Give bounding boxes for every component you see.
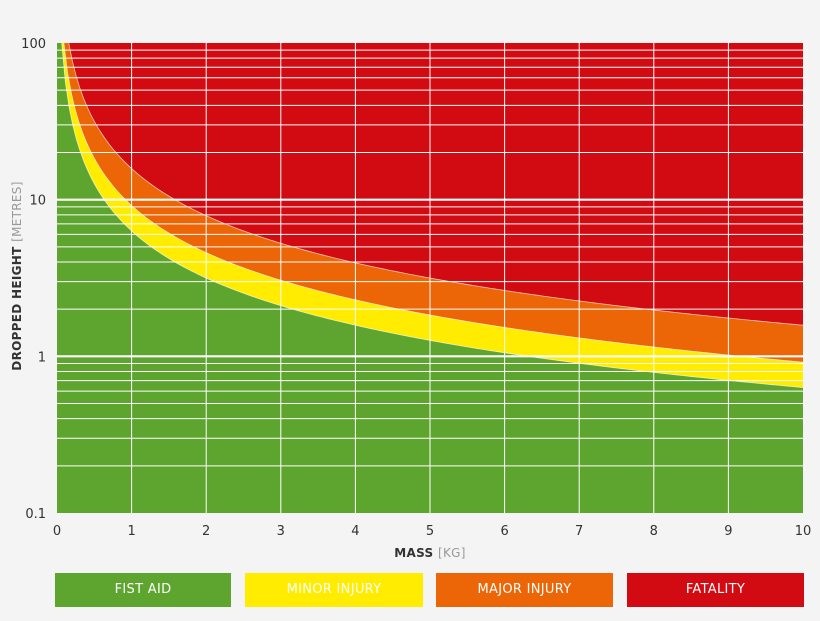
legend-item-fatality: FATALITY (627, 573, 804, 607)
x-tick-label: 1 (127, 524, 135, 539)
x-tick-label: 5 (426, 524, 434, 539)
legend-label: FIST AID (115, 582, 172, 597)
x-tick-label: 2 (202, 524, 210, 539)
legend: FIST AID MINOR INJURY MAJOR INJURY FATAL… (0, 573, 820, 607)
legend-item-first-aid: FIST AID (55, 573, 231, 607)
x-tick-label: 8 (650, 524, 658, 539)
legend-label: FATALITY (686, 582, 745, 597)
y-tick-label: 0.1 (25, 507, 46, 522)
x-tick-label: 6 (500, 524, 508, 539)
x-tick-labels: 0 1 2 3 4 5 6 7 8 9 10 (53, 524, 811, 539)
x-axis-title: MASS [KG] (394, 546, 465, 560)
legend-label: MAJOR INJURY (478, 582, 572, 597)
y-tick-label: 100 (21, 37, 46, 52)
x-tick-label: 10 (795, 524, 812, 539)
x-tick-label: 4 (351, 524, 359, 539)
legend-item-minor-injury: MINOR INJURY (245, 573, 423, 607)
y-axis-title: DROPPED HEIGHT [METRES] (10, 181, 24, 370)
legend-label: MINOR INJURY (287, 582, 382, 597)
x-tick-label: 0 (53, 524, 61, 539)
y-tick-label: 1 (38, 350, 46, 365)
x-tick-label: 7 (575, 524, 583, 539)
chart: 100 10 1 0.1 0 1 2 3 4 5 6 7 8 9 10 MASS [KG] DROPPED… (0, 0, 820, 570)
y-tick-labels: 100 10 1 0.1 (21, 37, 46, 522)
x-tick-label: 9 (724, 524, 732, 539)
x-tick-label: 3 (277, 524, 285, 539)
y-tick-label: 10 (29, 194, 46, 209)
legend-item-major-injury: MAJOR INJURY (436, 573, 613, 607)
